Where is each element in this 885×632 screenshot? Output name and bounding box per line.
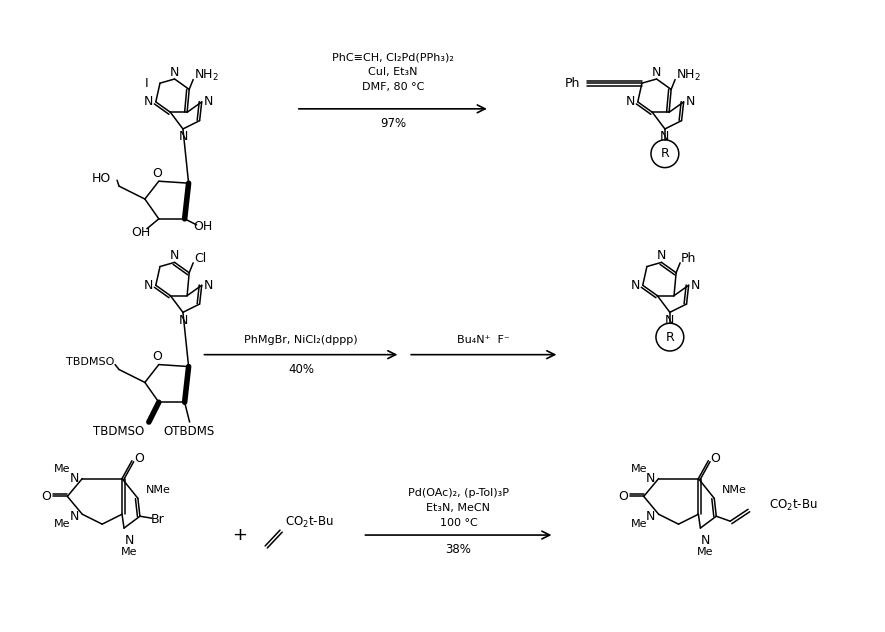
Text: N: N [646,510,656,523]
Text: 100 °C: 100 °C [440,518,477,528]
Text: PhC≡CH, Cl₂Pd(PPh₃)₂: PhC≡CH, Cl₂Pd(PPh₃)₂ [332,52,454,63]
Text: Cl: Cl [194,252,206,265]
Text: HO: HO [92,172,112,185]
Text: Pd(OAc)₂, (p-Tol)₃P: Pd(OAc)₂, (p-Tol)₃P [408,489,509,499]
Text: N: N [170,249,180,262]
Text: N: N [204,279,213,292]
Text: N: N [144,279,153,292]
Text: Me: Me [630,464,647,473]
Text: CO$_2$t-Bu: CO$_2$t-Bu [768,498,817,513]
Text: N: N [652,66,661,78]
Text: Br: Br [151,513,165,526]
Text: N: N [70,472,79,485]
Text: 38%: 38% [445,544,472,556]
Text: 97%: 97% [380,117,406,130]
Text: PhMgBr, NiCl₂(dppp): PhMgBr, NiCl₂(dppp) [244,335,358,345]
Text: Ph: Ph [681,252,696,265]
Text: N: N [124,533,134,547]
Text: N: N [170,66,180,78]
Text: N: N [631,279,641,292]
Text: O: O [711,453,720,465]
Text: NH$_2$: NH$_2$ [676,68,701,83]
Text: N: N [666,313,674,327]
Text: O: O [152,350,162,363]
Text: R: R [666,331,674,344]
Text: O: O [134,453,144,465]
Text: Et₃N, MeCN: Et₃N, MeCN [427,503,490,513]
Text: N: N [626,95,635,109]
Text: 40%: 40% [288,363,314,376]
Text: N: N [144,95,153,109]
Text: +: + [232,526,247,544]
Text: OTBDMS: OTBDMS [163,425,214,439]
Text: DMF, 80 °C: DMF, 80 °C [362,82,424,92]
Text: N: N [691,279,700,292]
Text: Me: Me [630,519,647,529]
Text: Ph: Ph [565,76,580,90]
Text: NMe: NMe [722,485,747,495]
Text: N: N [204,95,213,109]
Text: OH: OH [131,226,150,240]
Text: Me: Me [54,519,71,529]
Text: O: O [42,490,51,503]
Text: O: O [618,490,627,503]
Text: Me: Me [120,547,137,557]
Text: R: R [660,147,669,161]
Text: I: I [144,76,148,90]
Text: N: N [70,510,79,523]
Text: N: N [660,130,670,143]
Text: NH$_2$: NH$_2$ [194,68,219,83]
Text: OH: OH [193,221,212,233]
Text: CuI, Et₃N: CuI, Et₃N [368,67,418,77]
Text: N: N [178,130,188,143]
Text: N: N [686,95,696,109]
Text: N: N [178,313,188,327]
Text: Me: Me [54,464,71,473]
Text: O: O [152,167,162,179]
Text: Bu₄N⁺  F⁻: Bu₄N⁺ F⁻ [458,335,510,345]
Text: N: N [701,533,710,547]
Text: CO$_2$t-Bu: CO$_2$t-Bu [285,514,334,530]
Text: TBDMSO: TBDMSO [65,356,114,367]
Text: N: N [646,472,656,485]
Text: N: N [657,249,666,262]
Text: TBDMSO: TBDMSO [94,425,144,439]
Text: Me: Me [697,547,713,557]
Text: NMe: NMe [146,485,171,495]
